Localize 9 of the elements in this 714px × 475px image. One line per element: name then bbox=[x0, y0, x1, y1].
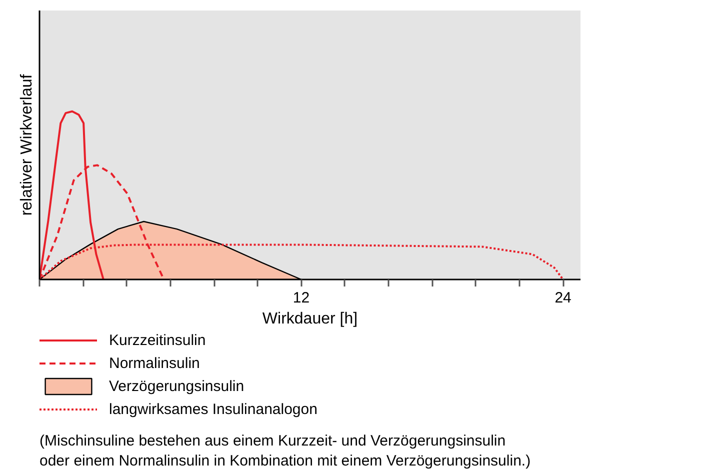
text: (Mischinsuline bestehen aus einem Kurzzeit- und Verzögerungsinsulin oder einem Normalinsulin in Kombination mit einem Verzögerungsinsulin.) bbox=[40, 432, 531, 470]
x-tick-label: 12 bbox=[292, 290, 310, 306]
x-tick-label: 24 bbox=[554, 290, 572, 306]
legend-label: langwirksames Insulinanalogon bbox=[109, 400, 318, 418]
legend-label: Normalinsulin bbox=[109, 354, 200, 372]
y-axis-title: relativer Wirkverlauf bbox=[18, 74, 36, 216]
x-axis-title: Wirkdauer [h] bbox=[262, 310, 358, 328]
legend-label: Verzögerungsinsulin bbox=[109, 378, 244, 394]
legend-label: Kurzzeitinsulin bbox=[109, 332, 206, 348]
